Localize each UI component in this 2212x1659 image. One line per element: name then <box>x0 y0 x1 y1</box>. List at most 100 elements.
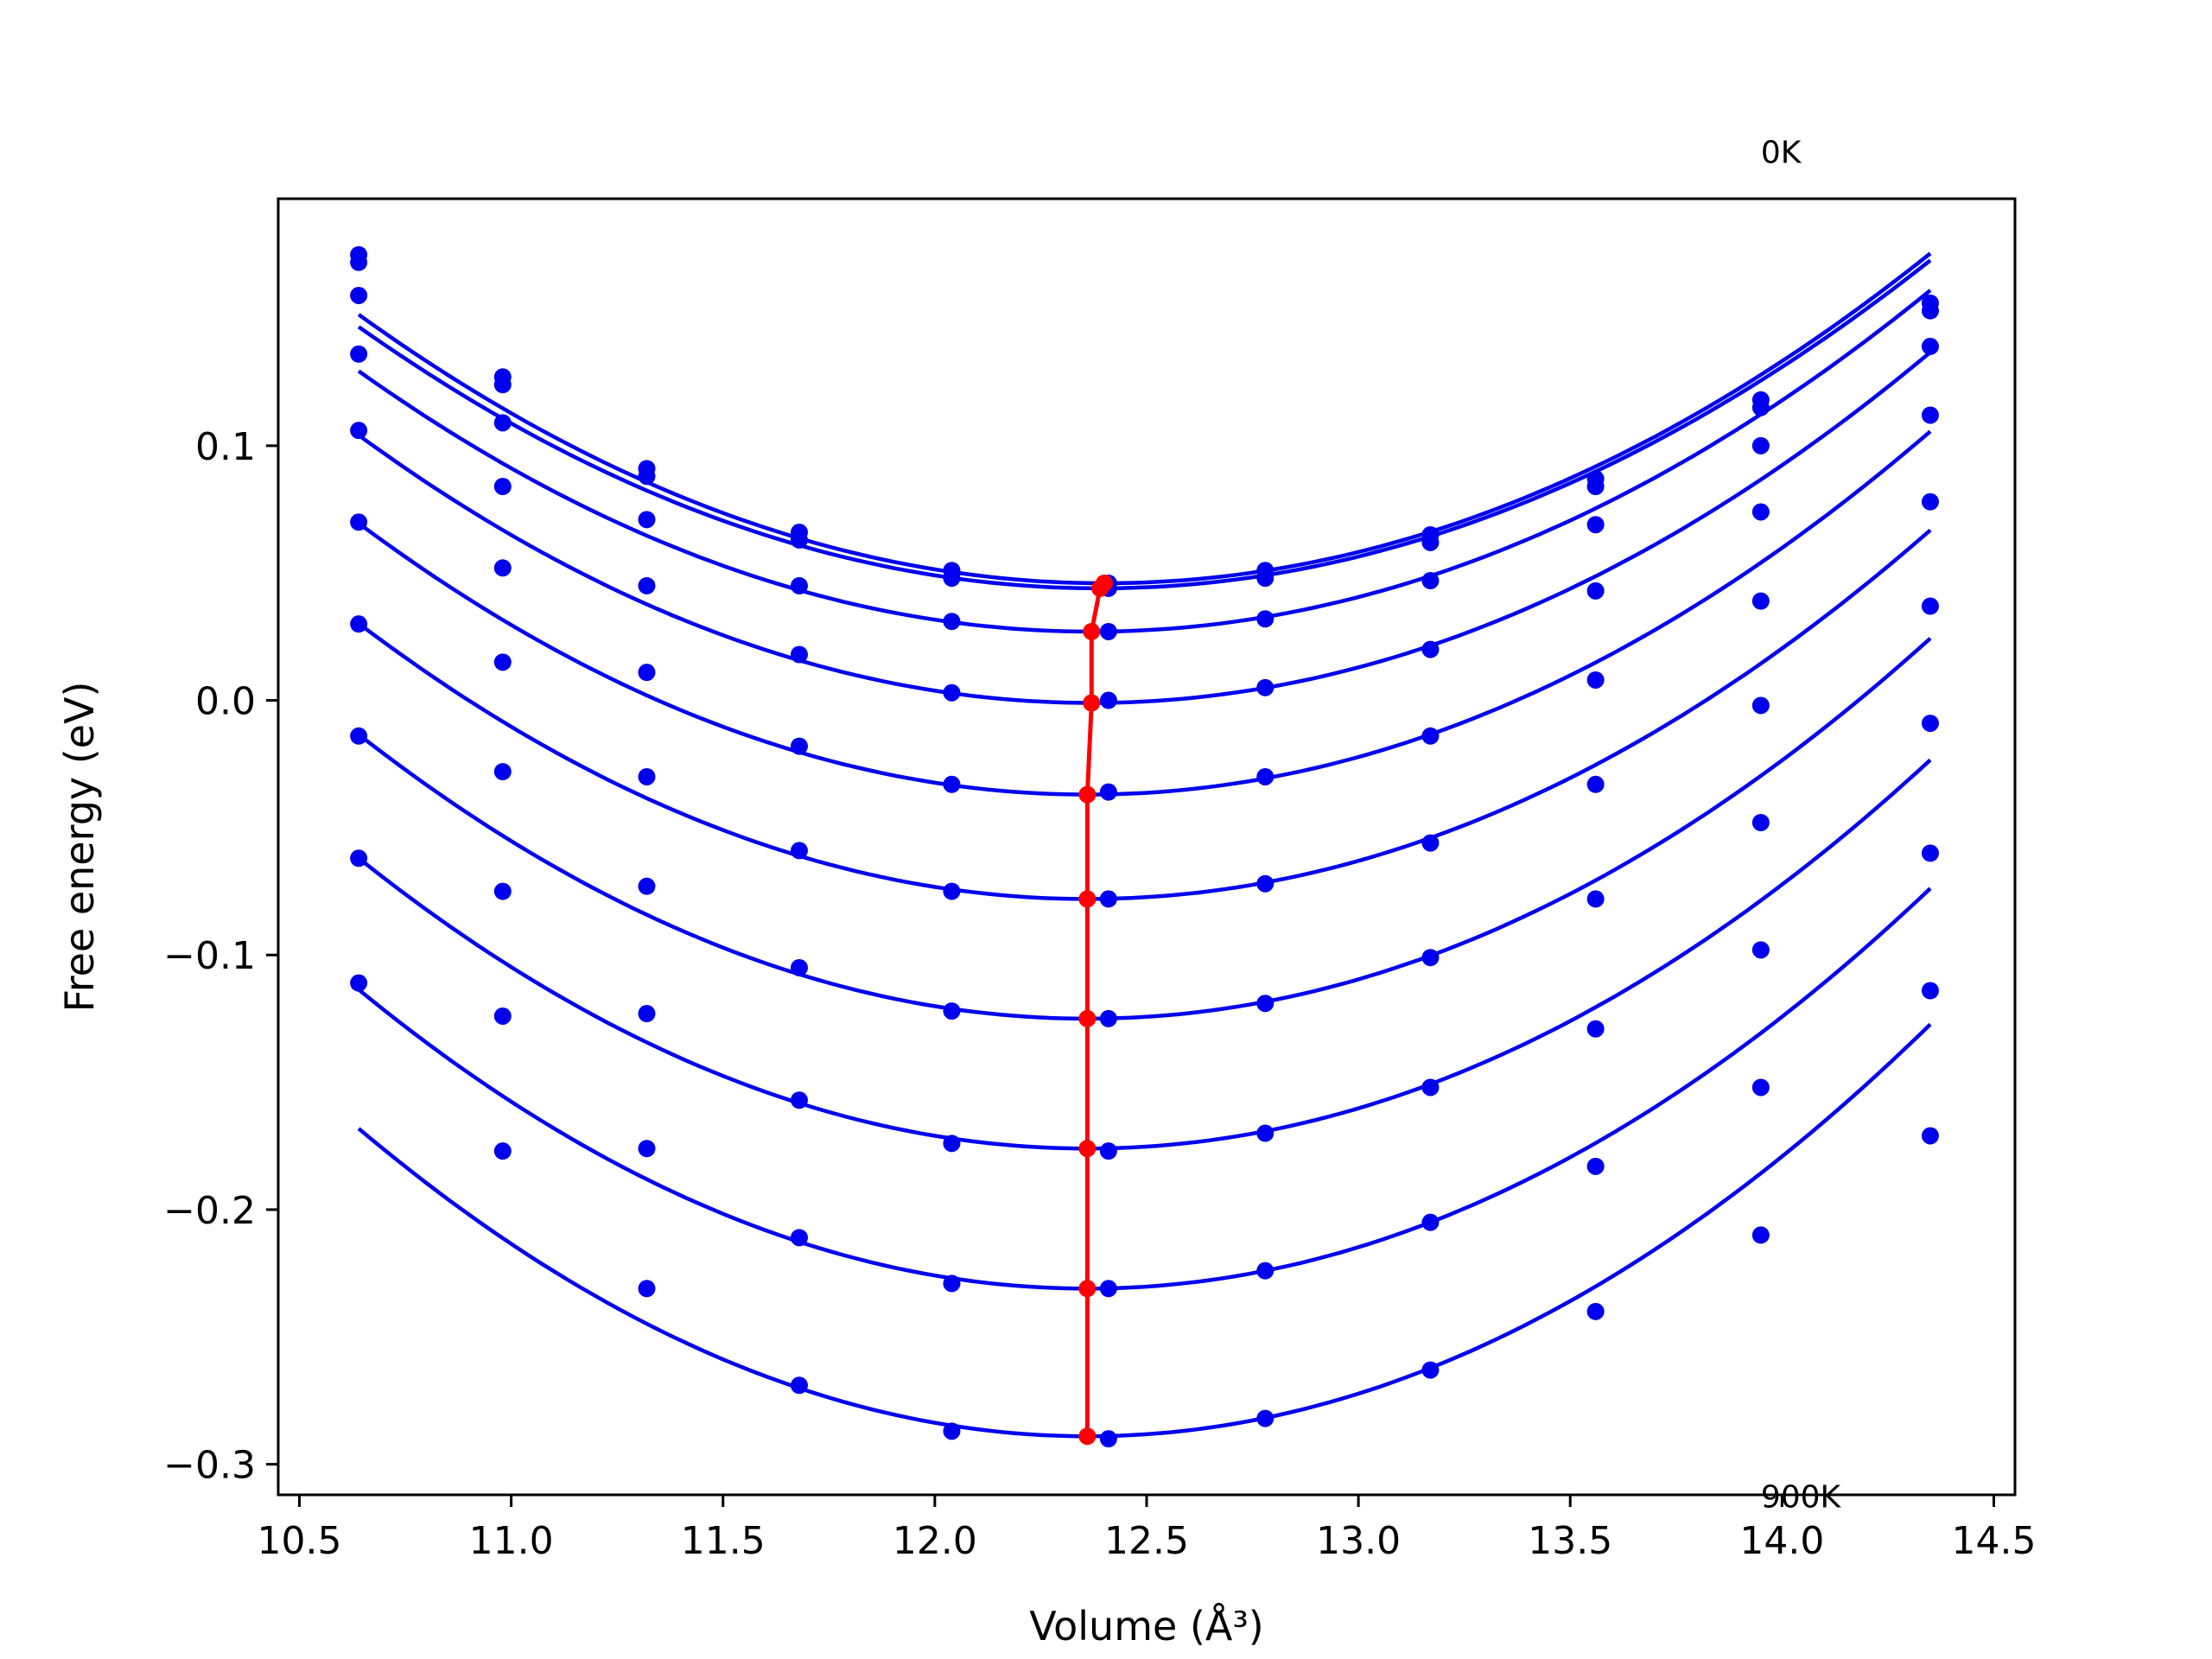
y-tick-label: −0.3 <box>163 1444 256 1488</box>
data-point <box>493 414 512 432</box>
data-point <box>1421 1078 1440 1096</box>
data-point <box>350 286 368 304</box>
data-point <box>943 613 961 631</box>
curve-2 <box>357 289 1932 634</box>
data-point <box>638 767 656 785</box>
data-point <box>638 664 656 682</box>
y-tick-label: 0.0 <box>195 680 256 724</box>
curve-3 <box>357 350 1932 705</box>
data-point <box>1099 783 1117 801</box>
x-tick-label: 11.0 <box>469 1519 554 1563</box>
data-point <box>1921 715 1939 733</box>
minimum-point <box>1091 579 1109 597</box>
data-point <box>1256 874 1274 893</box>
data-point <box>1921 982 1939 1000</box>
y-tick-label: −0.2 <box>163 1189 256 1233</box>
curve-9 <box>357 1022 1932 1439</box>
data-point <box>1751 398 1770 416</box>
minimum-point <box>1083 694 1101 712</box>
x-axis-ticks: 10.5 11.0 11.5 12.0 12.5 13.0 13.5 14.0 14.5 <box>257 1495 2036 1563</box>
data-point <box>943 1274 961 1293</box>
data-point <box>1421 949 1440 967</box>
data-point <box>493 559 512 577</box>
data-point <box>1256 610 1274 628</box>
data-point <box>1256 995 1274 1013</box>
data-point <box>943 1422 961 1440</box>
x-tick-label: 14.0 <box>1739 1519 1824 1563</box>
data-point <box>1421 533 1440 551</box>
data-point <box>350 422 368 440</box>
curve-0 <box>357 251 1932 586</box>
data-point <box>350 513 368 531</box>
data-point <box>350 974 368 992</box>
x-tick-label: 11.5 <box>681 1519 766 1563</box>
data-point <box>350 849 368 868</box>
data-point <box>1256 767 1274 785</box>
data-point <box>943 775 961 793</box>
data-point <box>1099 1430 1117 1448</box>
minimum-point <box>1078 785 1096 804</box>
x-tick-label: 12.0 <box>893 1519 977 1563</box>
data-point <box>1586 1302 1605 1320</box>
data-point <box>791 576 808 594</box>
data-point <box>1751 1226 1770 1244</box>
data-point <box>1421 834 1440 852</box>
annotation-900k: 900K <box>1761 1480 1842 1516</box>
data-point <box>1586 1020 1605 1038</box>
data-point <box>791 645 808 664</box>
data-point <box>1256 1262 1274 1280</box>
data-point <box>943 1002 961 1020</box>
data-point <box>638 467 656 486</box>
data-point <box>1921 493 1939 511</box>
minimum-point <box>1078 1427 1096 1446</box>
data-point <box>638 877 656 895</box>
curve-6 <box>357 637 1932 1021</box>
curve-1 <box>357 258 1932 591</box>
minimum-point <box>1078 1009 1096 1027</box>
curve-5 <box>357 528 1932 901</box>
curve-4 <box>357 429 1932 797</box>
data-point <box>1421 640 1440 658</box>
x-tick-label: 12.5 <box>1104 1519 1189 1563</box>
data-point <box>1586 516 1605 534</box>
data-point <box>493 763 512 781</box>
data-point <box>1751 503 1770 521</box>
data-point <box>493 1142 512 1160</box>
data-point <box>638 576 656 594</box>
data-point <box>1751 592 1770 610</box>
minimum-point <box>1078 1140 1096 1158</box>
y-tick-label: 0.1 <box>195 425 256 469</box>
data-point <box>1921 844 1939 862</box>
data-point <box>1256 569 1274 588</box>
annotation-0k: 0K <box>1761 136 1802 171</box>
data-point <box>1256 678 1274 696</box>
data-point <box>1099 1009 1117 1027</box>
data-point <box>791 531 808 549</box>
data-point <box>1921 1127 1939 1145</box>
data-point <box>350 727 368 745</box>
minimum-point <box>1078 1280 1096 1298</box>
data-point <box>1921 406 1939 424</box>
data-point <box>638 511 656 529</box>
data-point <box>493 478 512 496</box>
minimum-line <box>1084 582 1106 1437</box>
data-point <box>791 958 808 976</box>
data-point <box>1421 727 1440 745</box>
curves-layer <box>357 251 1932 1439</box>
data-point <box>1099 622 1117 640</box>
y-tick-label: −0.1 <box>163 934 256 978</box>
data-point <box>493 653 512 671</box>
data-point <box>1256 1409 1274 1427</box>
data-point <box>791 737 808 755</box>
data-point <box>791 1376 808 1395</box>
data-point <box>1421 572 1440 590</box>
x-tick-label: 13.5 <box>1528 1519 1612 1563</box>
data-point <box>493 882 512 900</box>
data-point <box>1421 1361 1440 1379</box>
minimum-point <box>1078 890 1096 908</box>
data-point <box>638 1140 656 1158</box>
x-tick-label: 13.0 <box>1316 1519 1401 1563</box>
curve-7 <box>357 758 1932 1151</box>
data-point <box>1921 597 1939 615</box>
